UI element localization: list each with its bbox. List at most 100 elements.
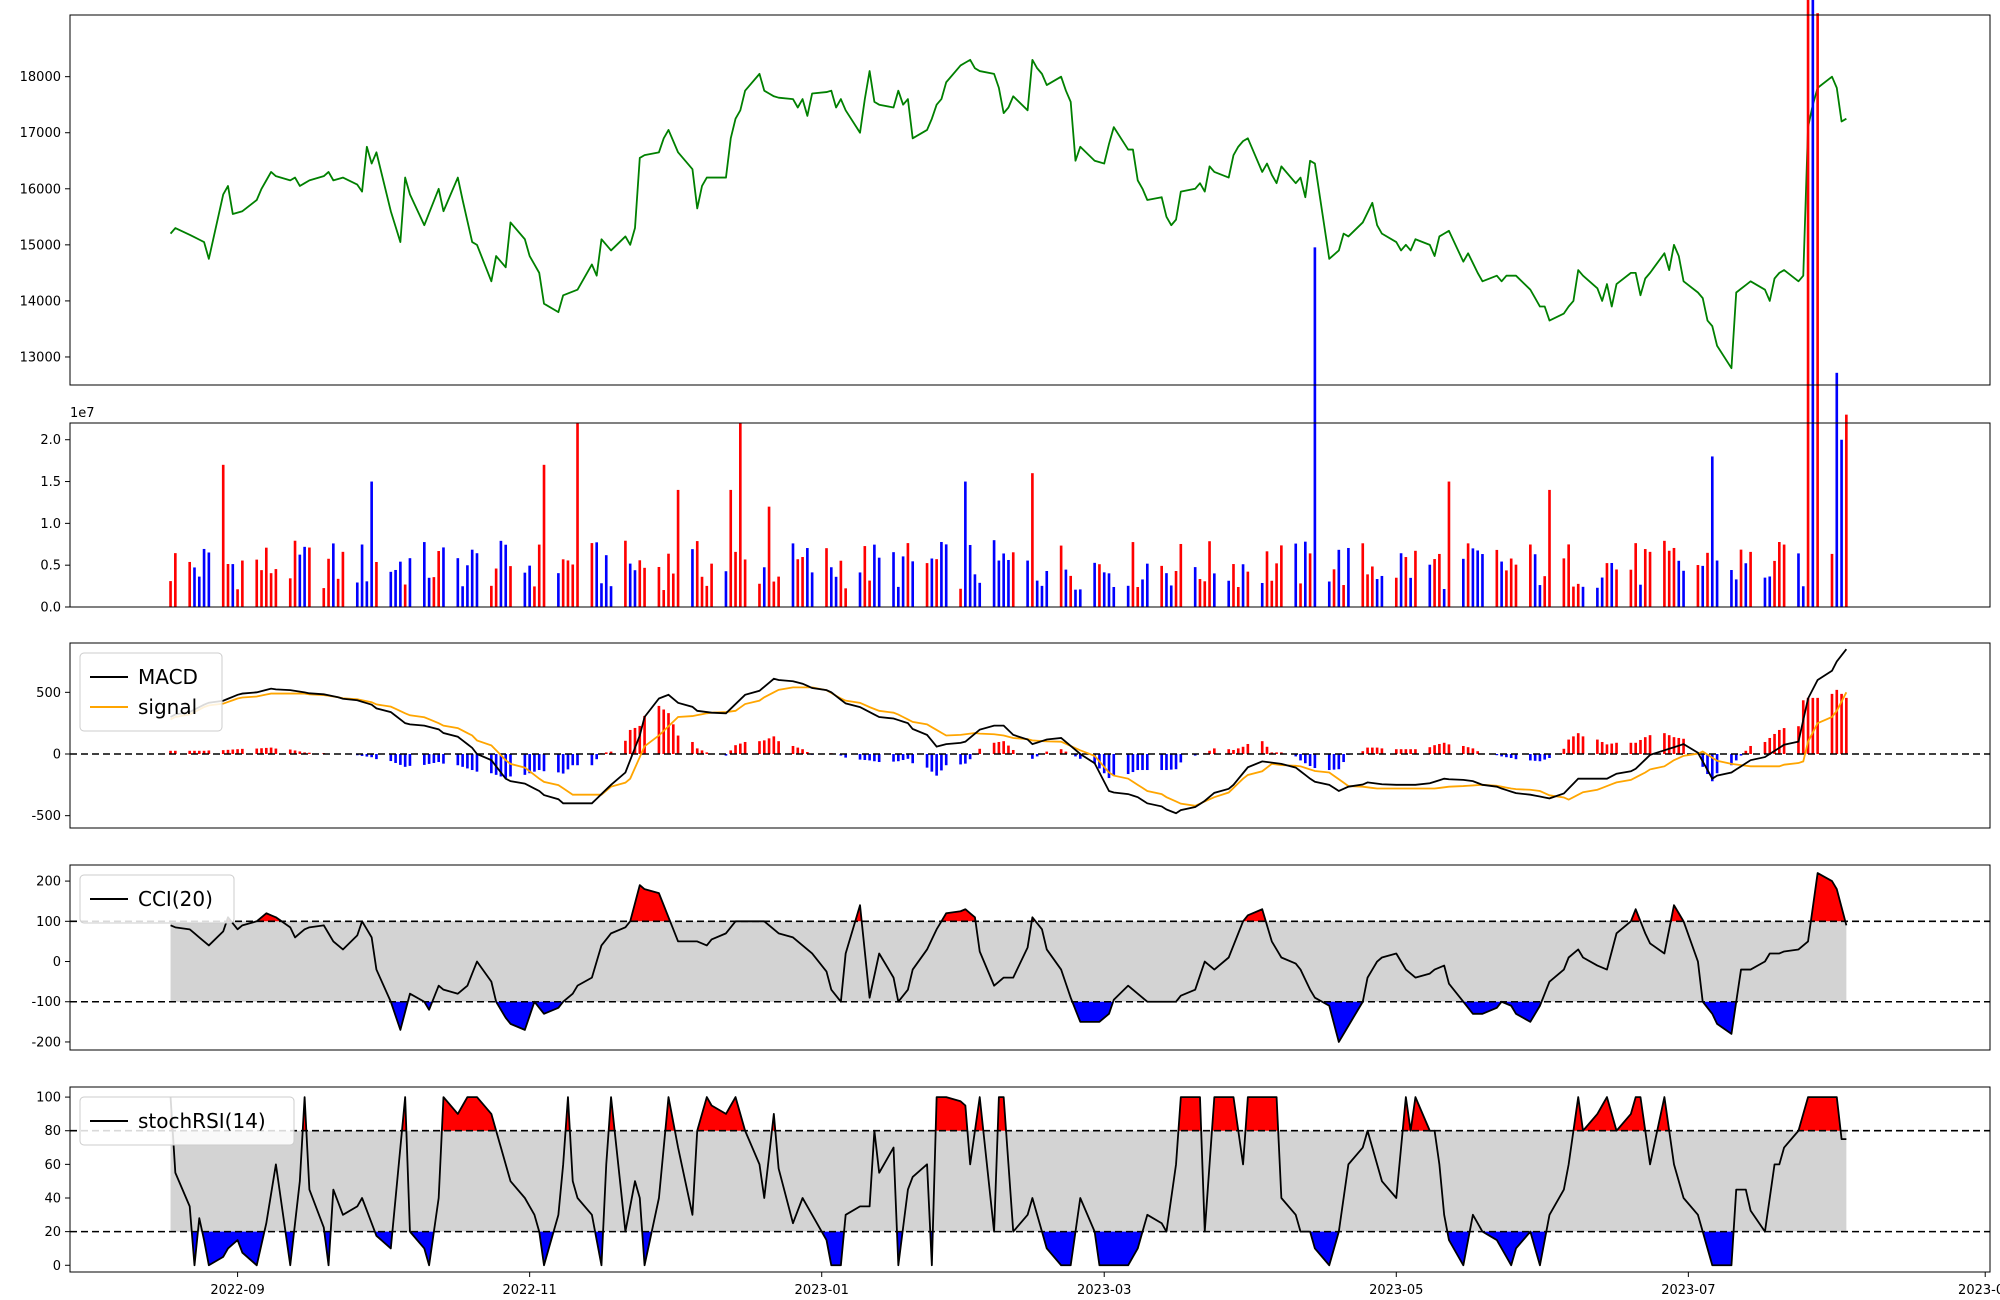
volume-bar — [930, 558, 934, 607]
volume-bar — [1648, 551, 1652, 607]
macd-hist-bar — [1179, 754, 1183, 763]
volume-bar — [542, 464, 546, 607]
macd-legend-box — [79, 652, 223, 732]
macd-hist-bar — [1428, 747, 1432, 754]
volume-bar — [336, 578, 340, 607]
x-tick-label: 2023-01 — [795, 1283, 849, 1298]
volume-bar — [1447, 481, 1451, 607]
volume-bar — [1371, 566, 1374, 607]
volume-bar — [1011, 552, 1015, 607]
volume-bar — [1260, 582, 1264, 607]
volume-bar — [499, 540, 503, 607]
macd-hist-bar — [767, 738, 771, 754]
volume-bar — [1337, 549, 1341, 607]
volume-bar — [1768, 576, 1772, 607]
volume-bar — [1600, 577, 1604, 607]
volume-bar — [959, 588, 962, 607]
stochrsi-overbought-fill — [441, 1097, 497, 1131]
x-tick-label: 2023-03 — [1077, 1283, 1131, 1298]
stochrsi-panel-frame — [69, 1086, 1991, 1273]
macd-hist-bar — [1801, 700, 1805, 754]
cci-panel-frame — [69, 864, 1991, 1051]
volume-bar — [375, 561, 378, 607]
macd-y-tick-label: 0 — [53, 748, 61, 763]
macd-hist-bar — [408, 754, 412, 766]
volume-bar — [509, 566, 512, 607]
macd-hist-bar — [461, 754, 464, 767]
volume-bar — [1145, 563, 1149, 607]
volume-bar — [1193, 567, 1197, 607]
volume-bar — [1031, 473, 1034, 607]
volume-bar — [221, 464, 225, 607]
macd-hist-bar — [1634, 742, 1637, 754]
macd-hist-bar — [193, 750, 196, 754]
macd-y-tick-label: -500 — [31, 809, 61, 824]
macd-hist-bar — [1035, 754, 1039, 757]
volume-bar — [1126, 585, 1130, 607]
volume-bar — [1275, 563, 1278, 607]
macd-hist-bar — [1011, 749, 1015, 754]
volume-bar — [1404, 557, 1408, 607]
macd-hist-bar — [1409, 749, 1412, 754]
macd-hist-bar — [1715, 754, 1719, 774]
volume-bar — [1572, 586, 1575, 607]
volume-bar — [188, 561, 192, 607]
macd-hist-bar — [1165, 754, 1168, 771]
cci-line — [170, 872, 1848, 1043]
volume-bar — [801, 557, 804, 607]
stochrsi-oversold-fill — [1530, 1231, 1547, 1266]
macd-hist-bar — [1141, 754, 1144, 771]
volume-bar — [566, 560, 570, 607]
stochrsi-legend-label: stochRSI(14) — [138, 1109, 266, 1133]
volume-bar — [1035, 580, 1039, 607]
volume-bar — [772, 581, 776, 607]
cci-legend-box — [79, 874, 235, 924]
volume-bar — [370, 481, 373, 607]
volume-bar — [1131, 542, 1135, 607]
macd-hist-bar — [1845, 697, 1848, 754]
volume-bar — [1706, 552, 1709, 607]
stochrsi-oversold-fill — [202, 1231, 265, 1266]
macd-hist-bar — [806, 752, 809, 754]
macd-hist-bar — [1639, 739, 1642, 754]
volume-bar — [590, 543, 594, 607]
cci-oversold-fill — [1322, 1001, 1363, 1042]
macd-hist-bar — [1275, 752, 1278, 754]
macd-hist-bar — [1835, 689, 1839, 754]
macd-hist-bar — [537, 754, 541, 771]
macd-hist-bar — [269, 747, 273, 754]
volume-bar — [935, 559, 938, 607]
cci-overbought-fill — [256, 913, 282, 922]
volume-bar — [839, 560, 843, 607]
macd-hist-bar — [1643, 737, 1647, 754]
cci-oversold-fill — [1463, 1001, 1502, 1014]
volume-bar — [806, 548, 809, 607]
macd-hist-bar — [308, 752, 311, 754]
macd-hist-bar — [1213, 748, 1216, 754]
macd-hist-bar — [667, 713, 670, 754]
volume-bar — [705, 585, 709, 607]
macd-hist-bar — [762, 740, 766, 754]
volume-bar — [332, 543, 335, 607]
volume-bar — [394, 569, 397, 607]
macd-signal-line — [170, 686, 1848, 807]
macd-hist-bar — [1514, 754, 1518, 760]
macd-hist-bar — [758, 741, 761, 754]
macd-hist-bar — [288, 749, 292, 754]
volume-bar — [643, 567, 646, 607]
macd-hist-bar — [1304, 754, 1307, 764]
volume-bar — [442, 547, 445, 607]
macd-hist-bar — [1471, 748, 1475, 754]
macd-hist-bar — [1102, 754, 1106, 774]
volume-bar — [906, 543, 910, 607]
cci-overbought-fill — [941, 909, 976, 922]
macd-hist-bar — [964, 754, 967, 764]
volume-bar — [1270, 580, 1274, 607]
macd-hist-bar — [1371, 747, 1374, 754]
volume-bar — [494, 568, 498, 607]
macd-hist-bar — [207, 750, 211, 754]
cci-overbought-fill — [1630, 909, 1641, 922]
volume-bar — [528, 565, 531, 607]
macd-hist-bar — [935, 754, 938, 776]
volume-bar — [264, 547, 268, 607]
